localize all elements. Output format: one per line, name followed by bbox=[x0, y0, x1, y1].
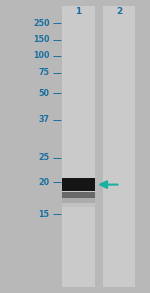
Bar bbox=[62, 198, 94, 203]
Bar bbox=[62, 6, 94, 287]
Bar bbox=[62, 203, 94, 207]
Text: 75: 75 bbox=[39, 68, 50, 77]
Text: 50: 50 bbox=[39, 89, 50, 98]
Text: 25: 25 bbox=[38, 153, 50, 162]
Text: 250: 250 bbox=[33, 19, 50, 28]
Text: 37: 37 bbox=[39, 115, 50, 124]
Text: 15: 15 bbox=[39, 210, 50, 219]
Text: 150: 150 bbox=[33, 35, 50, 44]
Bar bbox=[62, 178, 94, 191]
Text: 1: 1 bbox=[75, 7, 81, 16]
Text: 20: 20 bbox=[38, 178, 50, 187]
Bar bbox=[103, 6, 135, 287]
Text: 100: 100 bbox=[33, 51, 50, 60]
Text: 2: 2 bbox=[116, 7, 122, 16]
Bar bbox=[62, 192, 94, 198]
